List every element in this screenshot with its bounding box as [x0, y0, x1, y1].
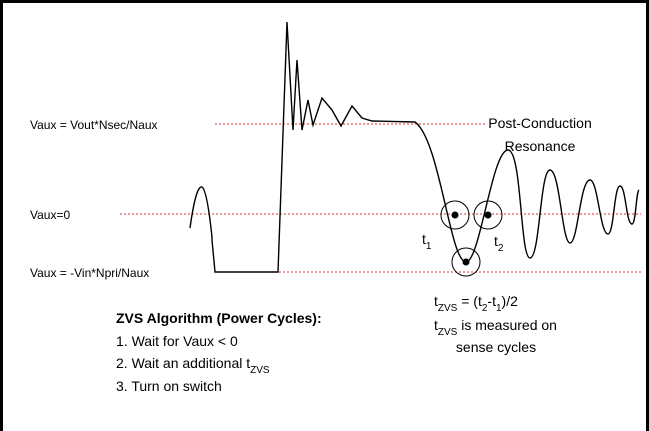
sub: ZVS: [250, 365, 270, 376]
t: t: [434, 317, 438, 333]
marker-circle: [440, 200, 470, 230]
level-label: Vaux=0: [30, 208, 70, 222]
sub: 1: [426, 241, 432, 252]
algorithm-step: 3. Turn on switch: [116, 378, 222, 394]
sub: ZVS: [438, 303, 458, 314]
sub: 2: [498, 243, 504, 254]
t: t: [422, 231, 426, 247]
text: -t: [487, 293, 496, 309]
t2-label: t2: [494, 233, 504, 254]
text: = (t: [457, 293, 482, 309]
resonance-label: Post-Conduction: [488, 115, 592, 131]
sub: 2: [482, 303, 488, 314]
marker-circle: [451, 247, 481, 277]
marker-dot: [451, 211, 459, 219]
algorithm-title: ZVS Algorithm (Power Cycles):: [116, 310, 322, 326]
tzvs-formula: tZVS = (t2-t1)/2: [434, 293, 518, 314]
resonance-label: Resonance: [505, 138, 576, 154]
sub: 1: [496, 303, 502, 314]
measured-note: tZVS is measured on: [434, 317, 557, 338]
sub: ZVS: [438, 327, 458, 338]
algorithm-step: 2. Wait an additional tZVS: [116, 355, 270, 376]
text: 2. Wait an additional t: [116, 355, 250, 371]
text: )/2: [502, 293, 519, 309]
t1-label: t1: [422, 231, 432, 252]
algorithm-step: 1. Wait for Vaux < 0: [116, 333, 238, 349]
text: is measured on: [457, 317, 557, 333]
level-label: Vaux = Vout*Nsec/Naux: [30, 118, 158, 132]
marker-circle: [473, 200, 503, 230]
waveform: [189, 21, 640, 273]
t: t: [434, 293, 438, 309]
level-label: Vaux = -Vin*Npri/Naux: [30, 266, 149, 280]
t: t: [494, 233, 498, 249]
marker-dot: [484, 211, 492, 219]
measured-note: sense cycles: [456, 339, 536, 355]
marker-dot: [462, 258, 470, 266]
